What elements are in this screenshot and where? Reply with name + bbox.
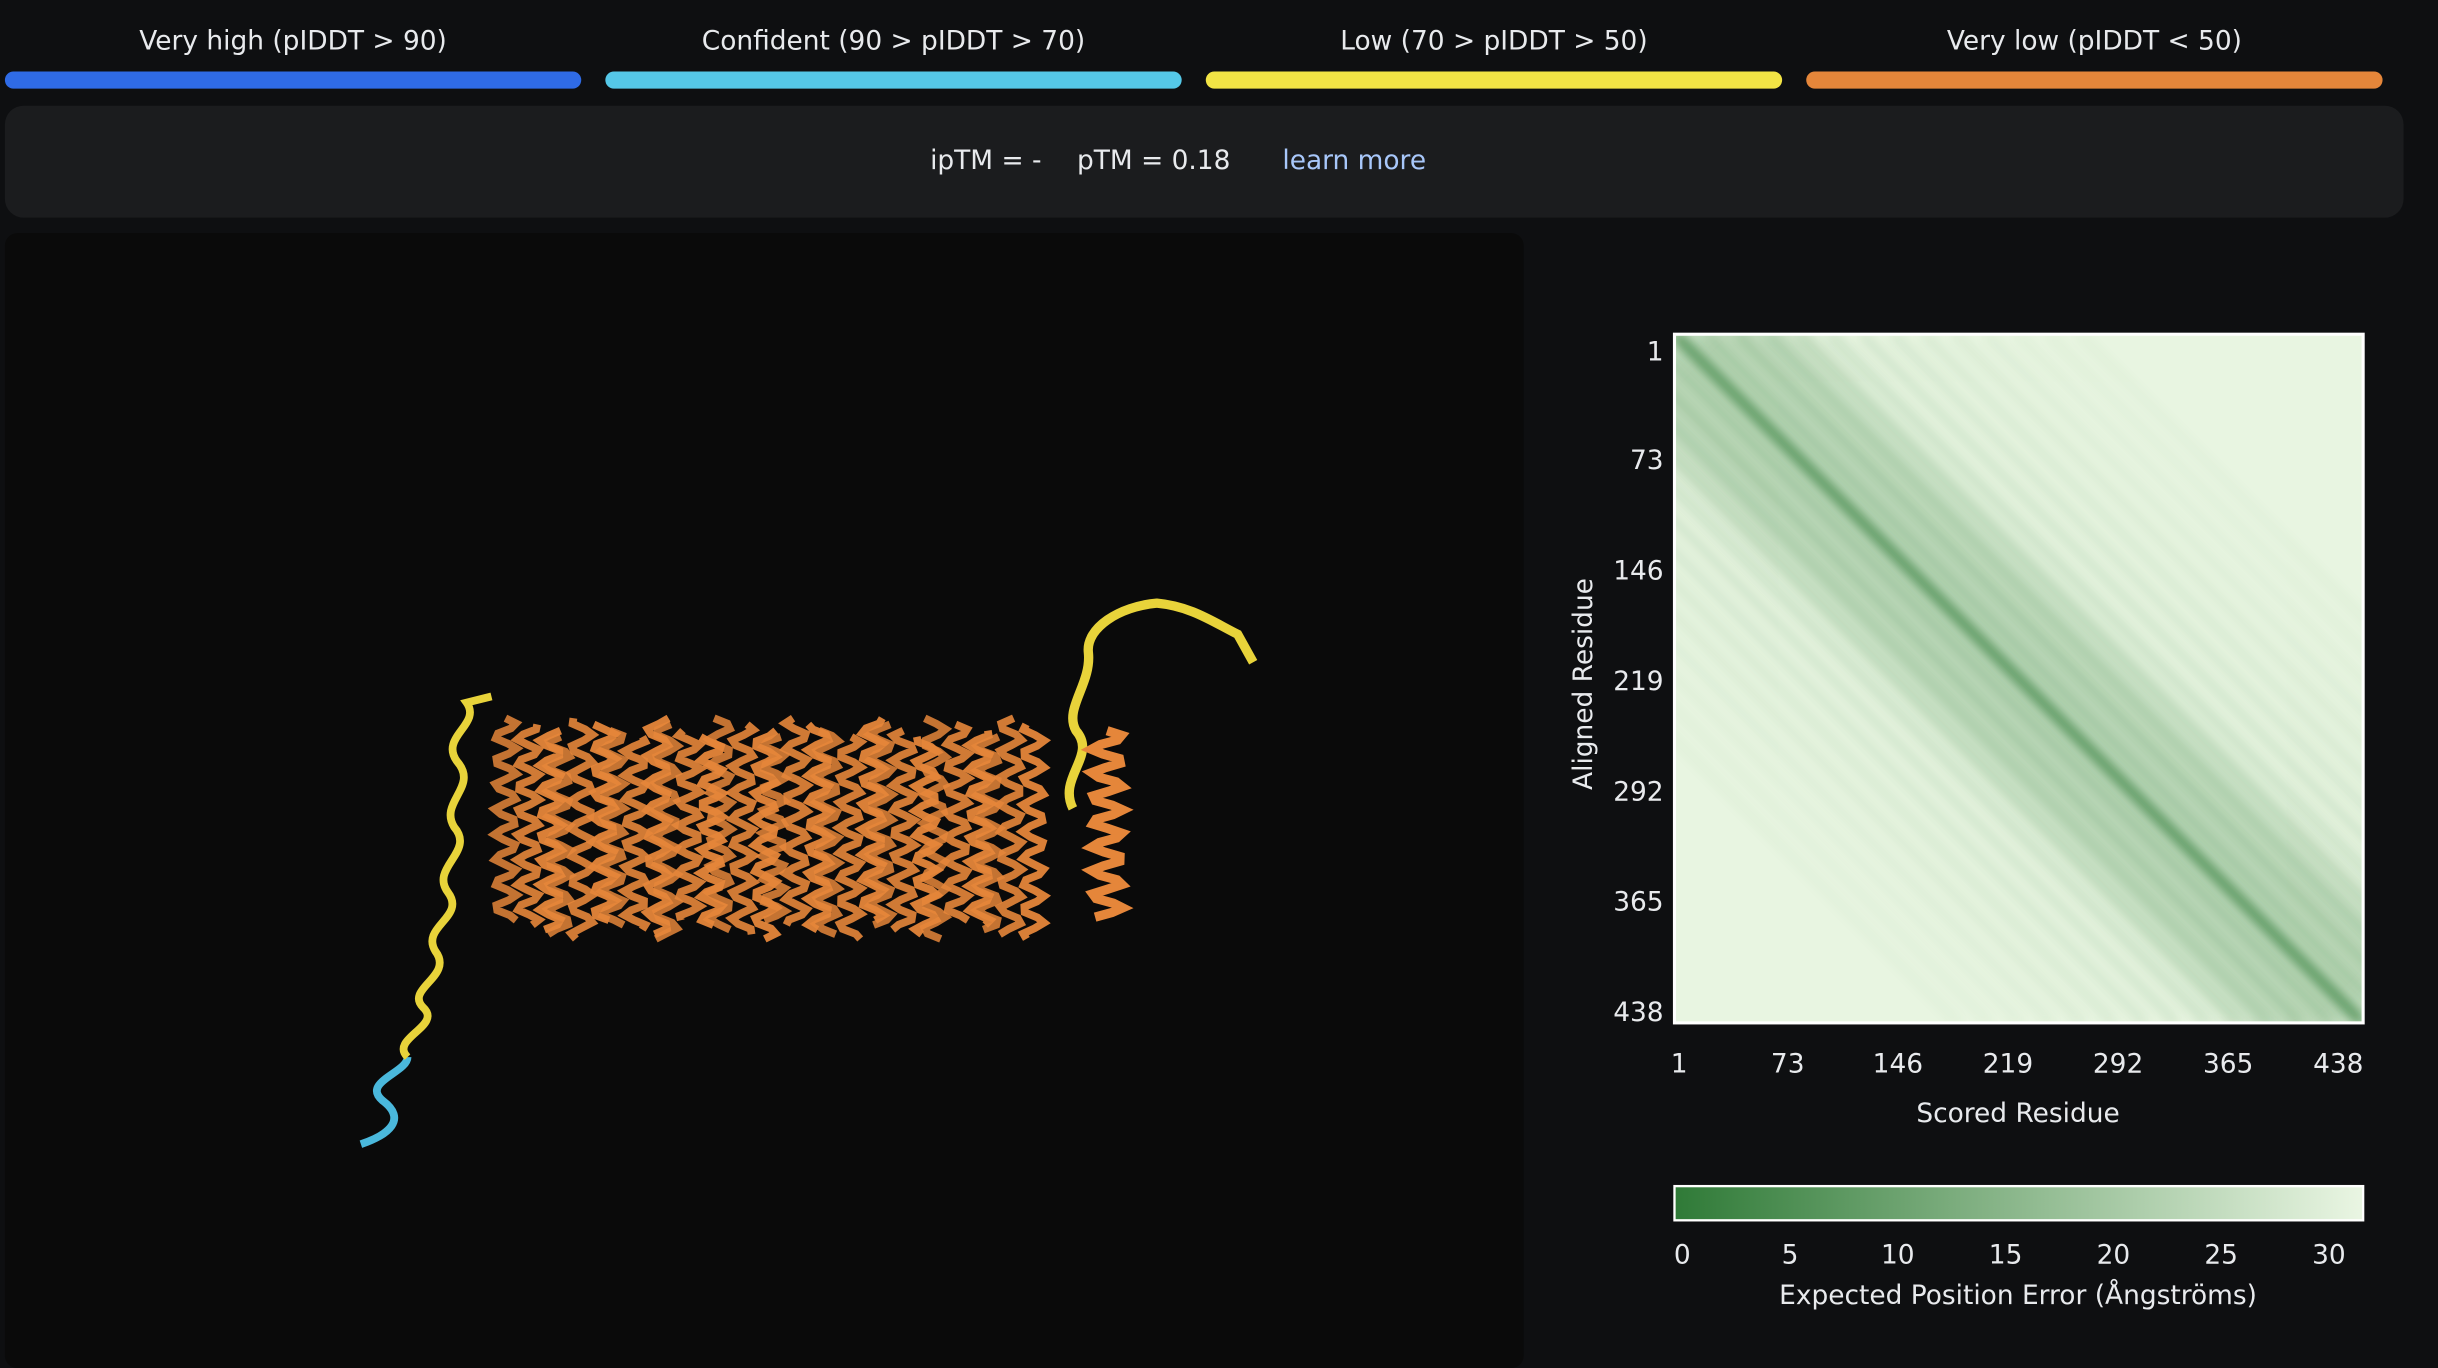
ptm: pTM = 0.18 xyxy=(1077,145,1230,176)
diagonal xyxy=(1674,334,2364,1023)
y-tick-label: 219 xyxy=(1613,666,1663,697)
x-axis-label: Scored Residue xyxy=(1916,1098,2119,1129)
diagonal-stripe xyxy=(1674,453,2242,1023)
diagonal-stripe xyxy=(1765,334,2364,936)
legend: Very high (pIDDT > 90) Confident (90 > pI… xyxy=(4,25,2383,89)
ticks: 1 73 146 219 292 365 438 1 73 146 219 292 365 438 0 5 10… xyxy=(1613,336,2363,1270)
protein-structure xyxy=(359,598,1258,1148)
helix xyxy=(594,727,632,929)
x-tick-label: 1 xyxy=(1671,1048,1688,1079)
x-tick-label: 146 xyxy=(1873,1048,1923,1079)
helix xyxy=(724,721,761,935)
y-tick-label: 146 xyxy=(1613,556,1663,587)
helix xyxy=(938,720,976,924)
y-tick-label: 1 xyxy=(1647,336,1664,367)
helix xyxy=(916,714,953,943)
colorbar-tick-label: 10 xyxy=(1881,1240,1915,1271)
x-tick-label: 365 xyxy=(2203,1048,2253,1079)
diagonal-stripe xyxy=(1674,390,2304,1023)
diagonal-stripe xyxy=(1674,422,2273,1023)
helix xyxy=(992,714,1029,938)
y-tick-label: 365 xyxy=(1613,887,1663,918)
diagonal-stripe xyxy=(1733,334,2364,967)
diagonal-stripe xyxy=(1674,670,2024,1023)
diagonal-stripe xyxy=(1858,334,2364,842)
colorbar-tick-label: 0 xyxy=(1674,1240,1691,1271)
x-tick-label: 219 xyxy=(1983,1048,2033,1079)
helix xyxy=(831,733,868,942)
colorbar-label: Expected Position Error (Ångströms) xyxy=(1779,1279,2257,1311)
diagonal-stripe xyxy=(1674,639,2055,1023)
helix xyxy=(702,714,738,934)
x-tick-label: 438 xyxy=(2313,1048,2363,1079)
diagonal-stripe xyxy=(2013,334,2364,687)
heatmap-frame xyxy=(1672,332,2365,1025)
colorbar-tick-label: 20 xyxy=(2097,1240,2131,1271)
helix xyxy=(754,733,793,924)
helix xyxy=(563,717,600,942)
diagonal-stripe xyxy=(1702,334,2364,998)
helix xyxy=(862,720,900,929)
colorbar-tick-label: 5 xyxy=(1782,1240,1799,1271)
diagonal-stripe xyxy=(1920,334,2364,780)
diagonal-stripe xyxy=(1674,546,2149,1023)
learn-more-link[interactable]: learn more xyxy=(1282,145,1426,176)
colorbar-tick-label: 30 xyxy=(2312,1240,2346,1271)
legend-bar xyxy=(605,71,1182,89)
helix xyxy=(648,720,685,943)
legend-label: Very high (pIDDT > 90) xyxy=(139,25,447,56)
tail-low xyxy=(399,692,493,1060)
y-axis-label: Aligned Residue xyxy=(1568,578,1599,790)
diagonal-stripe xyxy=(1674,732,1962,1023)
x-tick-label: 292 xyxy=(2093,1048,2143,1079)
metrics-panel xyxy=(4,105,2404,218)
iptm: ipTM = - xyxy=(930,145,1041,176)
legend-label: Very low (pIDDT < 50) xyxy=(1947,25,2242,56)
pae-heatmap[interactable] xyxy=(1270,332,2438,1025)
tail-confident xyxy=(359,1056,412,1148)
helix xyxy=(969,733,1007,934)
y-tick-label: 438 xyxy=(1613,997,1663,1028)
colorbar xyxy=(1673,1184,2365,1222)
diagonal-stripe xyxy=(1889,334,2364,811)
diagonal-stripe xyxy=(1982,334,2364,718)
diagonal-stripe xyxy=(2044,334,2364,656)
helix xyxy=(809,727,846,938)
diagonal-stripe xyxy=(1674,484,2211,1023)
colorbar-tick-label: 15 xyxy=(1989,1240,2023,1271)
helix xyxy=(540,733,578,938)
diagonal-stripe xyxy=(1674,359,2335,1023)
y-tick-label: 292 xyxy=(1613,776,1663,807)
helix xyxy=(670,727,708,922)
diagonal-stripe xyxy=(1827,334,2364,873)
x-tick-label: 73 xyxy=(1771,1048,1805,1079)
diagonal-stripe xyxy=(1951,334,2364,749)
diagonal-stripe xyxy=(1674,515,2180,1023)
diagonal-stripe xyxy=(1674,701,1993,1023)
y-tick-label: 73 xyxy=(1630,445,1664,476)
diagonal-stripe xyxy=(1674,577,2118,1023)
helix xyxy=(487,714,524,924)
diagonal-stripe xyxy=(1674,608,2087,1023)
diagonal-stripe xyxy=(1796,334,2364,905)
colorbar-tick-label: 25 xyxy=(2204,1240,2238,1271)
legend-bar xyxy=(1205,71,1783,89)
legend-bar xyxy=(4,71,582,89)
helix xyxy=(1080,726,1134,922)
helix xyxy=(778,714,815,927)
loop-low xyxy=(1064,598,1258,811)
legend-label: Confident (90 > pIDDT > 70) xyxy=(702,25,1085,56)
diagonal-stripe xyxy=(2075,334,2364,625)
legend-bar xyxy=(1806,71,2383,89)
helix xyxy=(885,727,922,933)
helix xyxy=(509,723,547,929)
helix xyxy=(1015,722,1052,941)
legend-label: Low (70 > pIDDT > 50) xyxy=(1340,25,1647,56)
